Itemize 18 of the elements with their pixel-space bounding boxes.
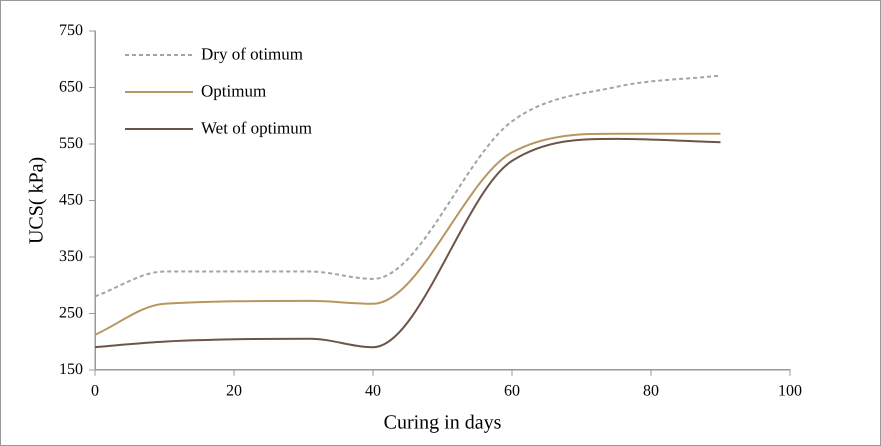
legend-label: Optimum — [201, 81, 266, 100]
y-axis-title: UCS( kPa) — [25, 156, 48, 244]
y-tick-label: 750 — [59, 22, 83, 40]
y-tick-label: 350 — [59, 248, 83, 266]
x-tick-label: 0 — [91, 382, 99, 400]
x-tick-label: 20 — [226, 382, 242, 400]
y-tick-label: 250 — [59, 304, 83, 322]
legend-label: Wet of optimum — [201, 118, 312, 138]
y-tick-label: 450 — [59, 192, 83, 209]
x-tick-label: 80 — [643, 382, 659, 400]
x-tick-label: 100 — [778, 382, 802, 400]
x-tick-label: 60 — [504, 382, 520, 400]
x-tick-label: 40 — [365, 382, 381, 400]
y-tick-label: 150 — [59, 361, 83, 378]
y-tick-label: 550 — [59, 135, 83, 152]
x-axis-title: Curing in days — [384, 411, 502, 434]
y-tick-label: 650 — [59, 78, 83, 96]
legend-label: Dry of otimum — [201, 44, 303, 64]
